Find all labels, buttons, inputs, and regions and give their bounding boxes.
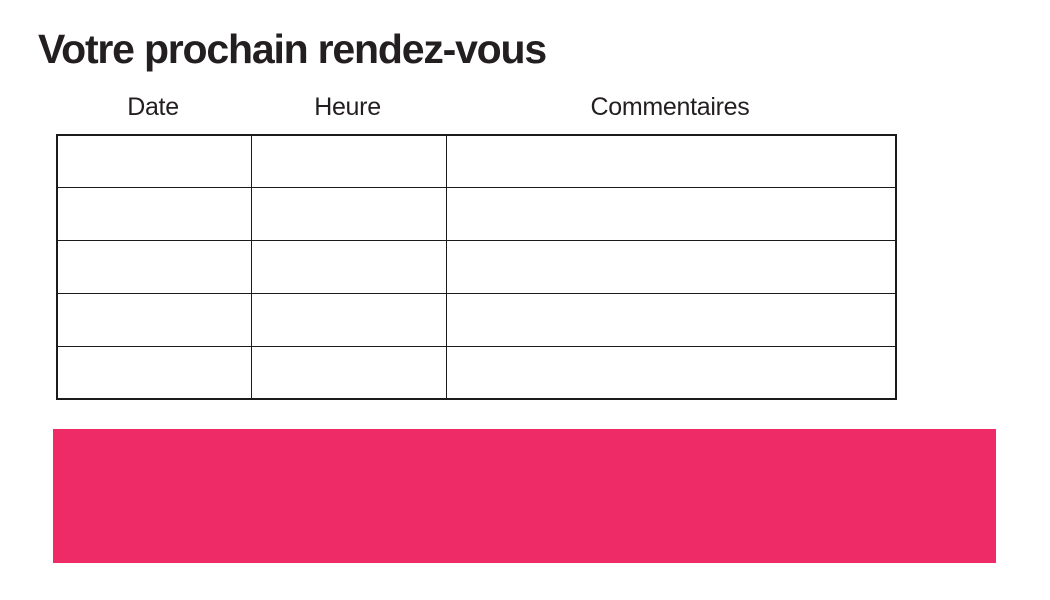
table-cell [56, 240, 252, 294]
table-cell [445, 292, 897, 347]
column-header-heure: Heure [314, 93, 381, 121]
table-cell [445, 240, 897, 294]
table-row [56, 134, 897, 189]
table-row [56, 187, 897, 242]
table-cell [445, 187, 897, 242]
table-header-row: Date Heure Commentaires [56, 93, 895, 122]
table-cell [56, 345, 252, 400]
table-cell [56, 187, 252, 242]
table-row [56, 345, 897, 400]
table-cell [56, 134, 252, 189]
page-title: Votre prochain rendez-vous [38, 26, 547, 72]
table-row [56, 240, 897, 294]
table-cell [250, 187, 447, 242]
table-cell [445, 134, 897, 189]
table-row [56, 292, 897, 347]
table-cell [250, 292, 447, 347]
column-header-commentaires: Commentaires [590, 93, 750, 121]
table-cell [56, 292, 252, 347]
table-cell [250, 345, 447, 400]
column-header-date: Date [127, 93, 179, 121]
appointments-table [56, 134, 897, 400]
table-cell [250, 134, 447, 189]
table-cell [250, 240, 447, 294]
pink-banner [53, 429, 996, 563]
table-cell [445, 345, 897, 400]
